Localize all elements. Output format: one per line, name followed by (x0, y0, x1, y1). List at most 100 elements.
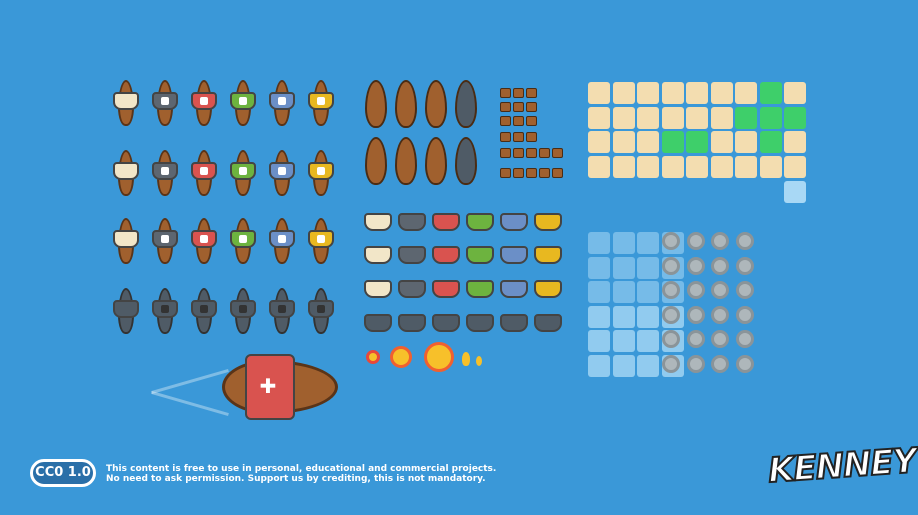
sand-tile (612, 131, 635, 153)
sand-tile (759, 155, 782, 178)
sail-sprite (534, 246, 562, 264)
rock-road-tile (686, 256, 705, 275)
sand-tile (759, 106, 782, 129)
ship-part-sprite (552, 148, 563, 158)
ship-sprite (269, 288, 295, 334)
rock-road-tile (662, 330, 680, 348)
license-text: This content is free to use in personal,… (106, 464, 496, 484)
water-tile (637, 281, 659, 303)
rock-road-tile (735, 232, 754, 250)
hull-sprite (395, 80, 417, 128)
ship-sprite (152, 288, 178, 334)
rock-road-tile (662, 256, 680, 275)
water-tile (588, 354, 610, 377)
wake-trail (151, 391, 229, 416)
sail-emblem-icon (239, 97, 247, 105)
ship-sprite (191, 218, 217, 264)
ship-sprite (152, 150, 178, 196)
sand-tile (735, 106, 757, 129)
sand-tile (661, 82, 684, 104)
explosion-icon (366, 350, 380, 364)
sail-emblem-icon (278, 167, 286, 175)
ship-sprite (113, 150, 139, 196)
sand-tile (735, 131, 757, 153)
sand-tile (686, 155, 708, 178)
ship-sprite (113, 218, 139, 264)
water-tile (637, 232, 659, 254)
sail-sprite (432, 213, 460, 231)
sail-sprite (500, 314, 528, 332)
sand-tile (637, 155, 659, 178)
sail-sprite (398, 314, 426, 332)
sail-sprite (500, 280, 528, 298)
sail-emblem-icon (239, 305, 247, 313)
water-tile (588, 305, 610, 328)
sand-tile (710, 82, 733, 104)
sail-sprite (500, 213, 528, 231)
hull-sprite (395, 137, 417, 185)
sand-tile (588, 106, 610, 129)
sand-tile (661, 131, 684, 153)
sail-emblem-icon (161, 305, 169, 313)
ship-part-sprite (500, 116, 511, 126)
water-tile (588, 256, 610, 279)
sail-emblem-icon (278, 97, 286, 105)
ship-sprite (113, 288, 139, 334)
sail-emblem-icon (200, 167, 208, 175)
ship-sprite (191, 150, 217, 196)
explosion-icon (424, 342, 454, 372)
sail-emblem-icon (200, 235, 208, 243)
water-tile (784, 181, 806, 203)
ship-part-sprite (513, 148, 524, 158)
ship-part-sprite (513, 102, 524, 112)
sand-tile (686, 106, 708, 129)
ship-sprite (269, 218, 295, 264)
ship-sprite (113, 80, 139, 126)
sand-tile (612, 155, 635, 178)
ship-part-sprite (500, 132, 511, 142)
sand-tile (686, 82, 708, 104)
sand-tile (784, 131, 806, 153)
ship-sprite (308, 218, 334, 264)
rock-road-tile (686, 281, 705, 299)
ship-part-sprite (513, 132, 524, 142)
sail-emblem-icon (161, 235, 169, 243)
water-tile (637, 305, 659, 328)
sail-emblem-icon (317, 167, 325, 175)
big-ship-sprite: ✚ (150, 340, 340, 430)
hull-sprite (455, 80, 477, 128)
rock-road-tile (686, 232, 705, 250)
hull-sprite (365, 137, 387, 185)
sand-tile (784, 106, 806, 129)
sail-emblem-icon (317, 235, 325, 243)
sail-sprite (534, 280, 562, 298)
ship-sail (245, 354, 295, 420)
ship-sprite (230, 288, 256, 334)
sail-sprite (466, 246, 494, 264)
sand-tile (784, 155, 806, 178)
sail-sprite (466, 314, 494, 332)
water-tile (588, 232, 610, 254)
sand-tile (612, 82, 635, 104)
sail-sprite (364, 213, 392, 231)
sand-tile (637, 82, 659, 104)
sail-sprite (466, 213, 494, 231)
sail-sprite (398, 280, 426, 298)
rock-road-tile (711, 281, 729, 299)
ship-part-sprite (539, 148, 550, 158)
sand-tile (735, 155, 757, 178)
kenney-logo: KENNEY (766, 440, 918, 492)
explosion-icon (390, 346, 412, 368)
rock-road-tile (686, 305, 705, 324)
rock-road-tile (711, 232, 729, 250)
sail-sprite (432, 280, 460, 298)
water-tile (612, 330, 635, 352)
water-tile (612, 256, 635, 279)
sail-sprite (432, 246, 460, 264)
ship-part-sprite (500, 168, 511, 178)
sail-emblem-icon (200, 305, 208, 313)
sail-sprite (364, 280, 392, 298)
hull-sprite (425, 137, 447, 185)
sand-tile (735, 82, 757, 104)
sand-tile (637, 131, 659, 153)
